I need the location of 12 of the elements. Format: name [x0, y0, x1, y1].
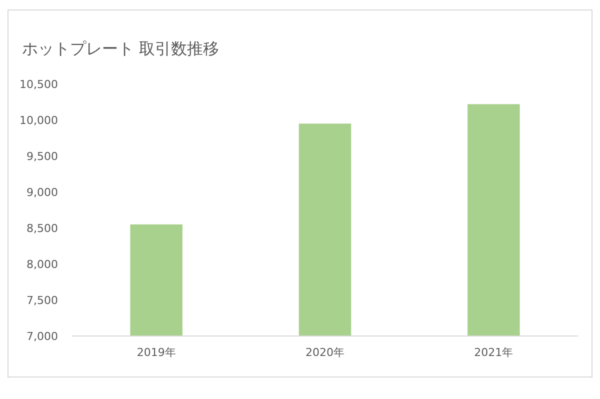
x-tick-label: 2020年 [306, 346, 344, 359]
chart-title: ホットプレート 取引数推移 [22, 39, 220, 58]
y-tick-label: 9,500 [26, 150, 58, 163]
y-tick-label: 7,500 [26, 294, 58, 307]
y-tick-label: 9,000 [26, 186, 58, 199]
x-tick-label: 2019年 [136, 346, 176, 359]
x-tick-label: 2021年 [474, 346, 514, 359]
y-tick-label: 7,000 [26, 330, 58, 343]
y-tick-label: 8,500 [26, 222, 58, 235]
y-tick-label: 8,000 [26, 258, 58, 271]
y-tick-label: 10,500 [20, 78, 58, 91]
y-tick-label: 10,000 [20, 114, 58, 127]
